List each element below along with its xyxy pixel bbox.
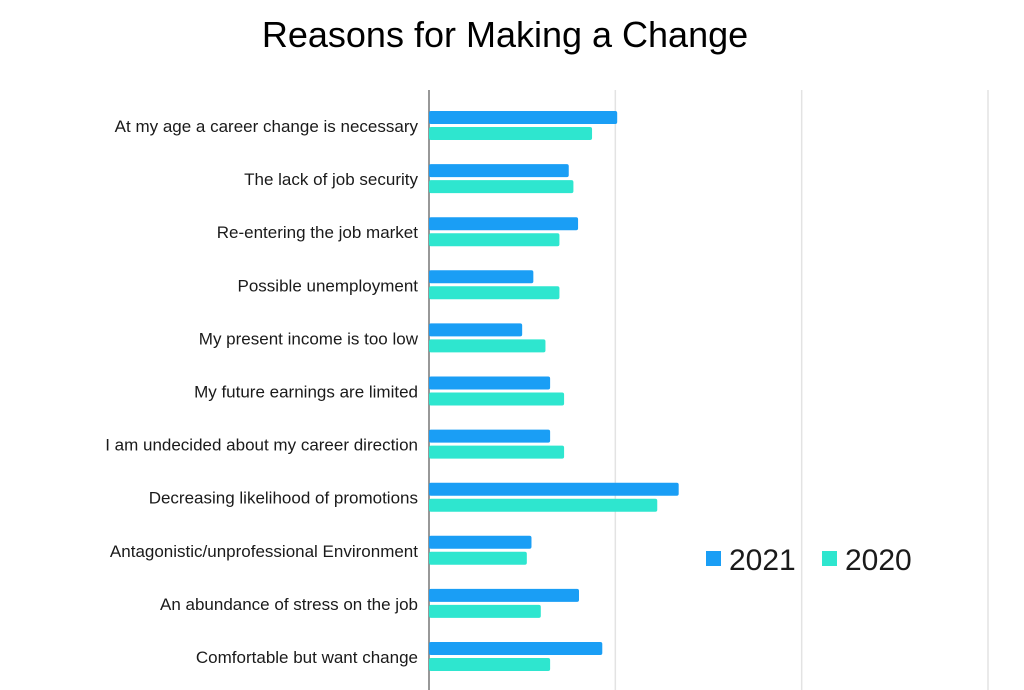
- bar-2020-5: [429, 392, 565, 406]
- category-label-7: Decreasing likelihood of promotions: [149, 489, 418, 508]
- bar-2020-6: [429, 445, 565, 459]
- category-label-3: Possible unemployment: [238, 276, 419, 295]
- bar-2020-9: [429, 604, 541, 618]
- category-label-10: Comfortable but want change: [196, 648, 418, 667]
- bar-2020-7: [429, 498, 658, 512]
- bar-2021-8: [429, 535, 532, 549]
- bar-2021-2: [429, 217, 579, 231]
- category-label-1: The lack of job security: [244, 170, 418, 189]
- category-label-4: My present income is too low: [199, 329, 419, 348]
- bar-2021-0: [429, 111, 618, 124]
- legend: 2021 2020: [706, 544, 912, 577]
- legend-label-2020: 2020: [845, 544, 912, 577]
- category-label-9: An abundance of stress on the job: [160, 595, 418, 614]
- category-label-6: I am undecided about my career direction: [105, 436, 418, 455]
- legend-swatch-2020: [822, 551, 837, 566]
- legend-label-2021: 2021: [729, 544, 796, 577]
- bar-2021-4: [429, 323, 523, 337]
- legend-swatch-2021: [706, 551, 721, 566]
- category-labels: At my age a career change is necessary Th…: [105, 117, 419, 667]
- category-label-8: Antagonistic/unprofessional Environment: [110, 542, 418, 561]
- bar-2020-4: [429, 339, 546, 353]
- bar-2021-5: [429, 376, 551, 390]
- bar-2020-0: [429, 127, 593, 140]
- bar-2020-8: [429, 551, 527, 565]
- bar-2021-10: [429, 642, 603, 655]
- bar-2021-1: [429, 164, 569, 178]
- category-label-2: Re-entering the job market: [217, 223, 419, 242]
- bar-2020-10: [429, 658, 551, 671]
- category-label-5: My future earnings are limited: [194, 383, 418, 402]
- category-label-0: At my age a career change is necessary: [115, 117, 419, 136]
- chart-title: Reasons for Making a Change: [261, 14, 749, 55]
- grid-lines: [614, 90, 989, 690]
- bar-2020-1: [429, 180, 574, 194]
- bars: [429, 111, 679, 671]
- bar-2020-2: [429, 233, 560, 247]
- bar-2020-3: [429, 286, 560, 300]
- bar-2021-9: [429, 588, 579, 602]
- bar-2021-3: [429, 270, 534, 284]
- bar-2021-6: [429, 429, 551, 443]
- bar-2021-7: [429, 482, 679, 496]
